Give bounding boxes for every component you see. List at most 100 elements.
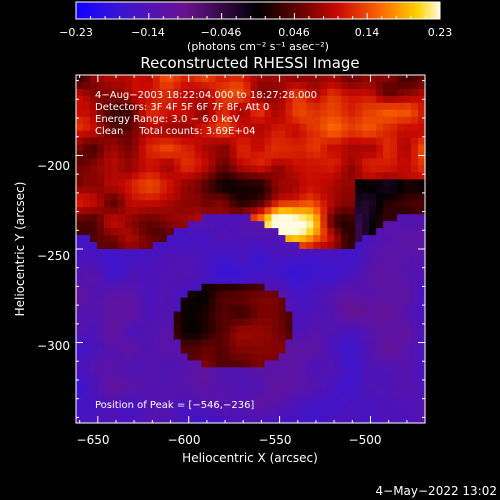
- heatmap-cell: [201, 332, 210, 341]
- heatmap-cell: [264, 381, 273, 389]
- heatmap-cell: [159, 130, 168, 139]
- heatmap-cell: [257, 325, 266, 334]
- heatmap-cell: [327, 221, 335, 229]
- heatmap-cell: [313, 283, 321, 292]
- heatmap-cell: [159, 311, 168, 320]
- heatmap-cell: [117, 186, 126, 194]
- heatmap-cell: [292, 353, 300, 361]
- heatmap-cell: [103, 262, 112, 271]
- heatmap-cell: [76, 332, 84, 341]
- heatmap-cell: [348, 311, 356, 320]
- heatmap-cell: [369, 339, 377, 348]
- heatmap-cell: [334, 81, 342, 90]
- heatmap-cell: [152, 221, 161, 229]
- heatmap-cell: [306, 165, 314, 174]
- heatmap-cell: [404, 402, 412, 410]
- heatmap-cell: [306, 290, 314, 299]
- heatmap-cell: [341, 249, 349, 257]
- heatmap-cell: [348, 165, 356, 174]
- heatmap-cell: [397, 374, 405, 382]
- heatmap-cell: [271, 360, 280, 368]
- heatmap-cell: [159, 332, 168, 341]
- heatmap-cell: [103, 179, 112, 187]
- heatmap-cell: [187, 75, 196, 83]
- heatmap-cell: [320, 207, 328, 215]
- heatmap-cell: [131, 151, 140, 160]
- heatmap-cell: [271, 95, 280, 104]
- heatmap-cell: [313, 186, 321, 194]
- heatmap-cell: [187, 402, 196, 410]
- heatmap-cell: [166, 144, 175, 153]
- heatmap-cell: [250, 102, 259, 111]
- heatmap-cell: [320, 200, 328, 208]
- heatmap-cell: [376, 151, 384, 160]
- heatmap-cell: [152, 75, 161, 83]
- heatmap-cell: [355, 283, 363, 292]
- heatmap-cell: [285, 165, 293, 174]
- heatmap-cell: [292, 207, 300, 215]
- heatmap-cell: [236, 102, 245, 111]
- heatmap-cell: [250, 193, 259, 201]
- heatmap-cell: [306, 395, 314, 403]
- heatmap-cell: [117, 95, 126, 104]
- heatmap-cell: [131, 297, 140, 306]
- heatmap-cell: [229, 409, 238, 417]
- heatmap-cell: [173, 179, 182, 187]
- heatmap-cell: [89, 214, 98, 222]
- heatmap-cell: [397, 297, 405, 306]
- heatmap-cell: [355, 290, 363, 299]
- heatmap-cell: [355, 165, 363, 174]
- heatmap-cell: [271, 207, 280, 215]
- heatmap-cell: [320, 297, 328, 306]
- heatmap-cell: [327, 346, 335, 354]
- heatmap-cell: [257, 318, 266, 327]
- heatmap-cell: [292, 193, 300, 201]
- heatmap-cell: [82, 151, 91, 160]
- heatmap-cell: [180, 269, 189, 278]
- heatmap-cell: [411, 255, 419, 264]
- heatmap-cell: [194, 255, 203, 264]
- footer-date: 4−May−2022 13:02: [376, 484, 498, 498]
- heatmap-cell: [201, 228, 210, 236]
- heatmap-cell: [131, 360, 140, 368]
- heatmap-cell: [89, 283, 98, 292]
- heatmap-cell: [390, 130, 398, 139]
- heatmap-cell: [292, 381, 300, 389]
- heatmap-cell: [306, 228, 314, 236]
- heatmap-cell: [404, 137, 412, 146]
- heatmap-cell: [145, 374, 154, 382]
- heatmap-cell: [327, 283, 335, 292]
- heatmap-cell: [173, 388, 182, 396]
- heatmap-cell: [110, 276, 119, 285]
- heatmap-cell: [138, 388, 147, 396]
- heatmap-cell: [243, 165, 252, 174]
- heatmap-cell: [236, 81, 245, 90]
- heatmap-cell: [418, 395, 426, 403]
- heatmap-cell: [194, 81, 203, 90]
- heatmap-cell: [327, 165, 335, 174]
- heatmap-cell: [89, 193, 98, 201]
- heatmap-cell: [180, 228, 189, 236]
- heatmap-cell: [383, 193, 391, 201]
- heatmap-cell: [194, 395, 203, 403]
- heatmap-cell: [390, 249, 398, 257]
- heatmap-cell: [187, 381, 196, 389]
- heatmap-cell: [152, 186, 161, 194]
- heatmap-image: [76, 75, 426, 424]
- heatmap-cell: [243, 179, 252, 187]
- heatmap-cell: [397, 318, 405, 327]
- heatmap-cell: [327, 81, 335, 90]
- x-tick-label-3: −500: [349, 433, 382, 447]
- heatmap-cell: [131, 207, 140, 215]
- heatmap-cell: [397, 262, 405, 271]
- heatmap-cell: [166, 276, 175, 285]
- heatmap-cell: [138, 374, 147, 382]
- heatmap-cell: [348, 88, 356, 97]
- heatmap-cell: [390, 332, 398, 341]
- heatmap-cell: [145, 214, 154, 222]
- heatmap-cell: [180, 283, 189, 292]
- heatmap-cell: [292, 255, 300, 264]
- heatmap-cell: [187, 130, 196, 139]
- heatmap-cell: [180, 304, 189, 313]
- heatmap-cell: [327, 88, 335, 97]
